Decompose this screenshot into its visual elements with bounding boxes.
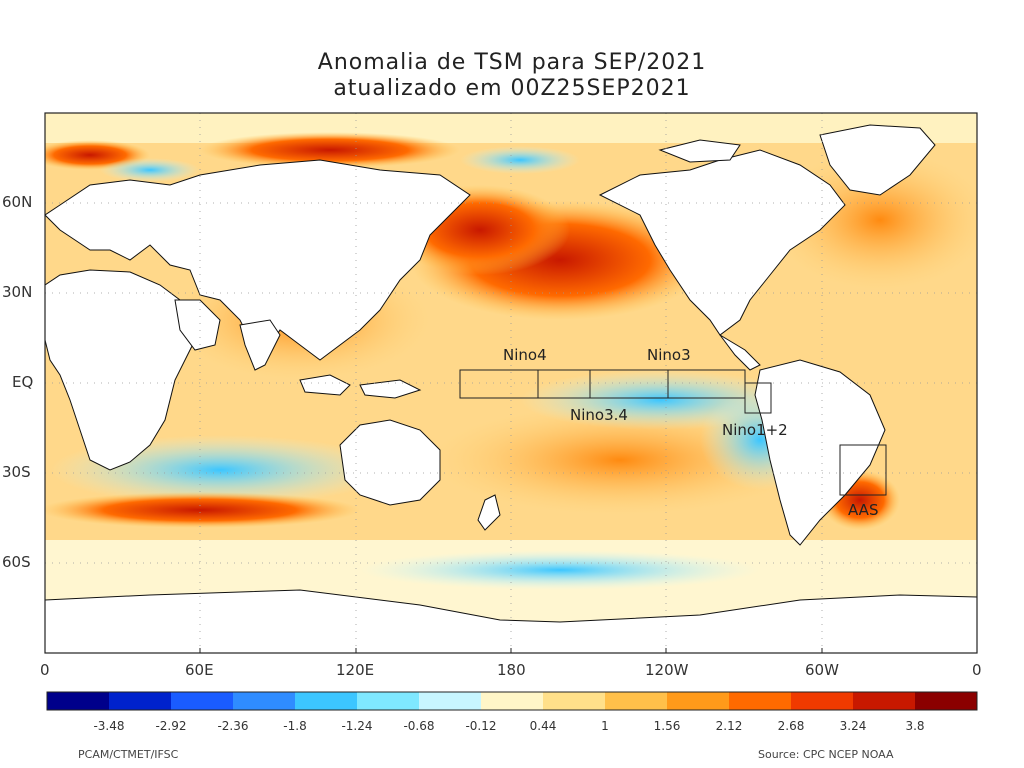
colorbar-tick-label: -1.8 [283,719,307,733]
nino3-label: Nino3 [647,346,691,364]
ytick-eq: EQ [12,373,34,391]
colorbar-tick-label: -0.68 [403,719,435,733]
colorbar-swatch [729,692,792,710]
colorbar-swatch [481,692,544,710]
colorbar-tick-label: -3.48 [93,719,125,733]
xtick-120e: 120E [336,661,375,679]
ytick-30n: 30N [2,283,33,301]
xtick-0: 0 [40,661,50,679]
ytick-60n: 60N [2,193,33,211]
colorbar-swatch [791,692,854,710]
colorbar-swatch [295,692,358,710]
colorbar-swatch [853,692,916,710]
nino12-box [744,382,772,414]
colorbar-tick-label: 3.24 [839,719,867,733]
xtick-60w: 60W [805,661,839,679]
ytick-30s: 30S [2,463,31,481]
colorbar [46,691,978,711]
colorbar-swatch [357,692,420,710]
colorbar-tick-label: -0.12 [465,719,497,733]
nino12-label: Nino1+2 [722,421,788,439]
colorbar-tick-label: 1.56 [653,719,681,733]
credit-left: PCAM/CTMET/IFSC [78,748,179,761]
colorbar-swatch [915,692,978,710]
nino-region-boxes [459,369,887,496]
colorbar-swatch [667,692,730,710]
aas-label: AAS [848,501,878,519]
colorbar-frame [46,691,978,711]
colorbar-swatch [171,692,234,710]
colorbar-tick-label: -2.36 [217,719,249,733]
colorbar-swatch [109,692,172,710]
colorbar-tick-label: -2.92 [155,719,187,733]
colorbar-tick-label: 0.44 [529,719,557,733]
colorbar-tick-label: -1.24 [341,719,373,733]
colorbar-tick-label: 1 [601,719,609,733]
nino4-label: Nino4 [503,346,547,364]
xtick-120w: 120W [645,661,689,679]
colorbar-swatch [543,692,606,710]
aas-box [839,444,887,496]
colorbar-tick-label: 2.12 [715,719,743,733]
xtick-0-east: 0 [972,661,982,679]
colorbar-swatch [605,692,668,710]
ytick-60s: 60S [2,553,31,571]
anomaly-field [45,113,977,653]
map-title: Anomalia de TSM para SEP/2021 [317,50,707,75]
colorbar-swatch [419,692,482,710]
xtick-60e: 60E [185,661,214,679]
nino34-label: Nino3.4 [570,406,628,424]
xtick-180: 180 [497,661,526,679]
credit-right: Source: CPC NCEP NOAA [758,748,894,761]
colorbar-tick-label: 3.8 [905,719,925,733]
map-subtitle: atualizado em 00Z25SEP2021 [333,76,691,101]
colorbar-swatch [47,692,110,710]
colorbar-swatch [233,692,296,710]
colorbar-tick-label: 2.68 [777,719,805,733]
